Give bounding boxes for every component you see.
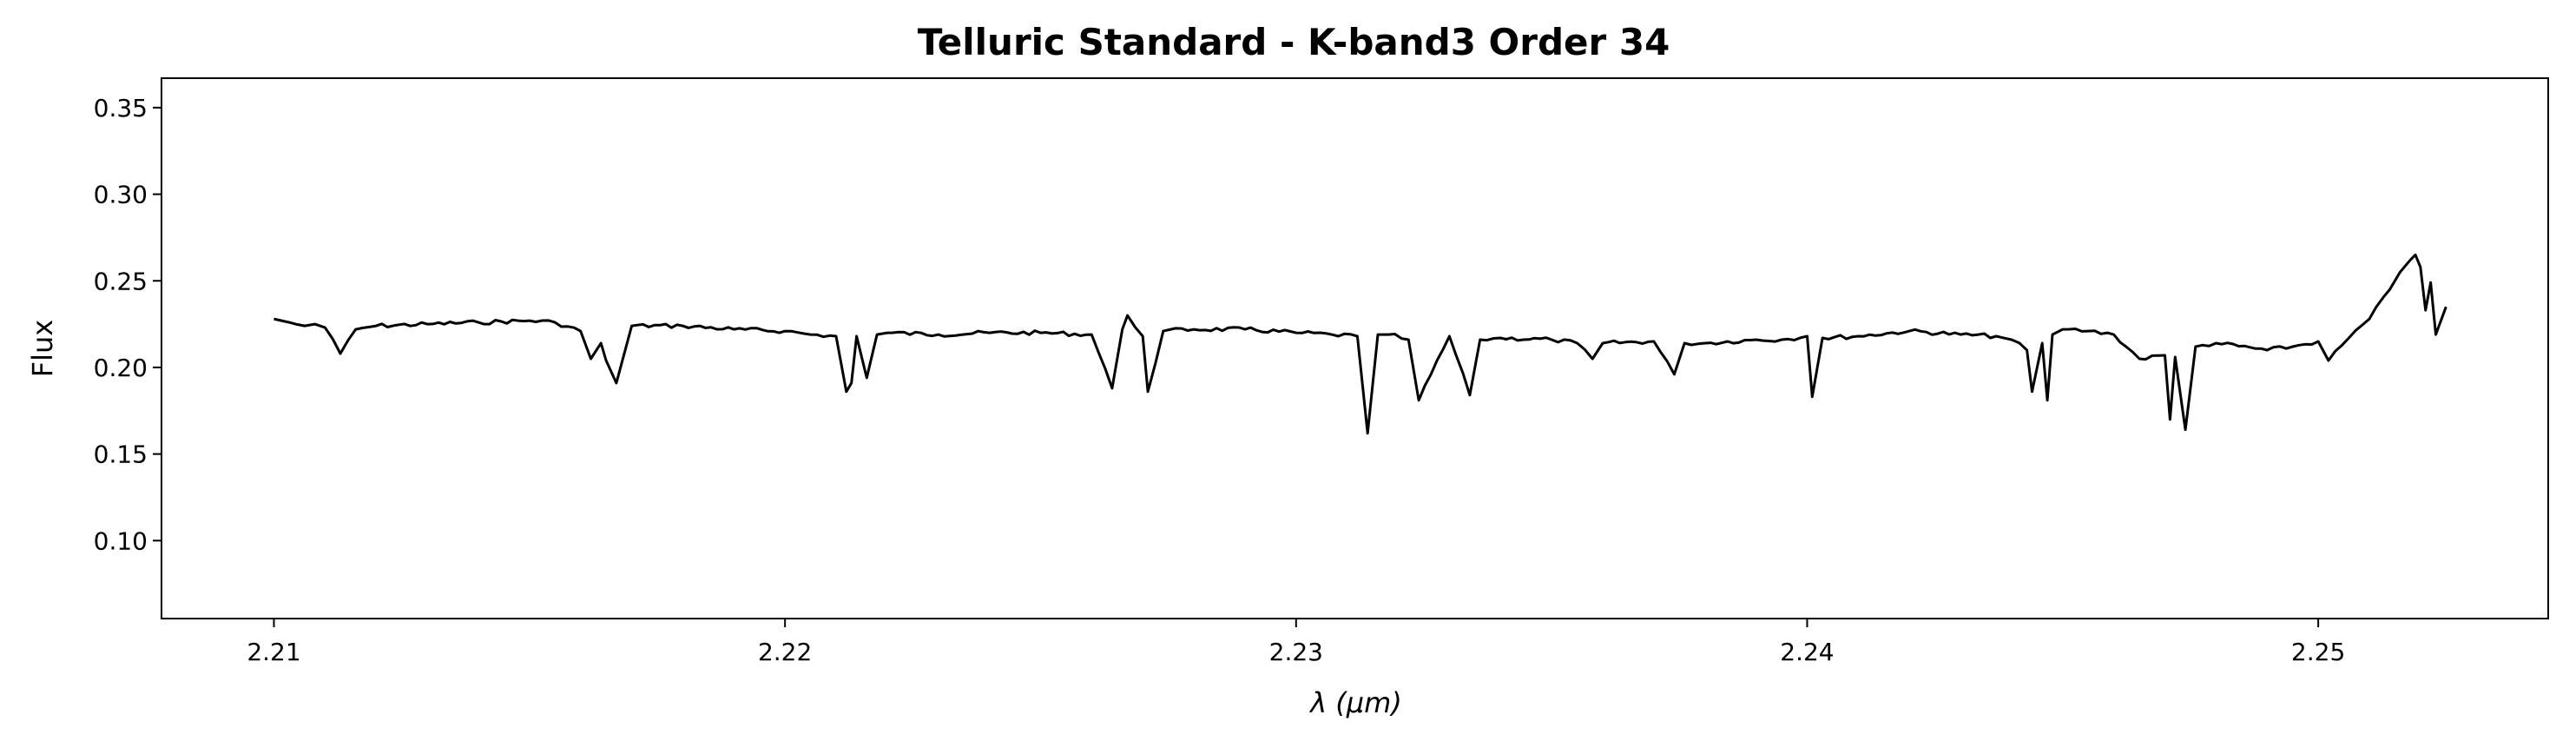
x-tick-label: 2.23	[1269, 638, 1323, 666]
chart-title: Telluric Standard - K-band3 Order 34	[918, 21, 1670, 63]
y-tick-label: 0.20	[94, 354, 148, 382]
y-tick-label: 0.30	[94, 181, 148, 209]
x-tick-label: 2.25	[2291, 638, 2345, 666]
y-tick-label: 0.25	[94, 267, 148, 295]
x-tick-label: 2.24	[1780, 638, 1834, 666]
y-axis: 0.10 0.15 0.20 0.25 0.30 0.35	[94, 94, 161, 555]
y-tick-label: 0.10	[94, 526, 148, 555]
plot-frame	[161, 77, 2549, 619]
plot-area: 2.21 2.22 2.23 2.24 2.25 0.10 0.15 0.20 0.25 0.3…	[94, 77, 2549, 666]
x-axis: 2.21 2.22 2.23 2.24 2.25	[247, 619, 2345, 666]
spectrum-line	[273, 253, 2448, 435]
x-tick-label: 2.21	[247, 638, 300, 666]
x-axis-label: λ (μm)	[1308, 686, 1402, 719]
y-tick-label: 0.35	[94, 94, 148, 122]
x-tick-label: 2.22	[758, 638, 812, 666]
y-tick-label: 0.15	[94, 440, 148, 469]
y-axis-label: Flux	[26, 320, 59, 378]
